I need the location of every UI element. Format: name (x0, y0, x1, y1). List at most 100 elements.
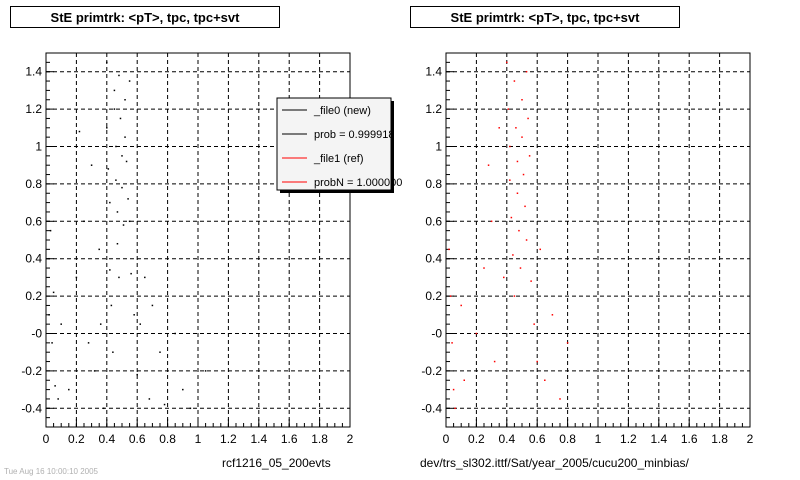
right-data-point (566, 342, 569, 344)
right-data-point (503, 276, 505, 279)
right-y-tick-label: 0.8 (425, 177, 442, 191)
left-data-point (106, 61, 108, 64)
left-x-tick-label: 0.6 (129, 432, 146, 446)
left-data-point (144, 276, 146, 279)
right-y-tick-label: 0.6 (425, 214, 442, 228)
left-data-point (75, 276, 78, 279)
left-data-point (118, 276, 120, 279)
right-plot: 0 0.2 0.4 0.6 0.8 1 1.2 1.4 1.6 1.8 2 -0.4 -0.2 -0 0.2… (421, 52, 754, 446)
right-data-point (519, 267, 522, 269)
right-data-point (518, 229, 520, 232)
right-data-point (521, 136, 523, 138)
left-data-point (57, 398, 59, 400)
left-data-point (151, 304, 154, 307)
left-x-tick-label: 0.2 (68, 432, 85, 446)
right-data-point (498, 127, 500, 129)
right-x-tick-label: 1 (595, 432, 602, 446)
left-data-point (115, 145, 117, 148)
left-data-point (60, 323, 62, 325)
legend-entry-label: _file1 (ref) (313, 153, 364, 165)
right-data-point (460, 304, 462, 307)
left-data-point (174, 332, 176, 335)
left-data-point (122, 224, 125, 226)
left-data-point (113, 108, 116, 110)
left-y-tick-label: 1.4 (25, 65, 42, 79)
left-data-point (54, 385, 56, 387)
left-plot-title: StE primtrk: <pT>, tpc, tpc+svt (10, 6, 280, 28)
left-data-point (133, 314, 135, 316)
legend-entry-label: probN = 1.000000 (314, 177, 402, 189)
right-data-point (559, 398, 561, 400)
left-y-tick-label: 0.2 (25, 289, 42, 303)
left-data-point (116, 242, 119, 245)
right-data-point (544, 379, 546, 381)
right-y-tick-label: -0.2 (421, 364, 442, 378)
right-data-point (506, 61, 508, 64)
left-x-tick-label: 1.2 (220, 432, 237, 446)
right-data-point (475, 332, 478, 335)
right-data-point (536, 360, 538, 363)
right-data-point (533, 323, 535, 325)
right-data-point (448, 248, 450, 251)
left-data-point (148, 398, 151, 400)
right-data-point (525, 70, 528, 73)
left-y-tick-label: 0.8 (25, 177, 42, 191)
right-data-point (516, 160, 519, 163)
left-data-point (125, 160, 128, 163)
right-x-tick-label: 0.4 (498, 432, 515, 446)
left-x-tick-label: 1 (195, 432, 202, 446)
timestamp-text: Tue Aug 16 10:00:10 2005 (4, 467, 99, 476)
left-data-point (130, 272, 132, 275)
right-x-tick-label: 0 (443, 432, 450, 446)
right-y-tick-label: 1 (435, 140, 442, 154)
left-data-point (52, 291, 55, 294)
left-x-tick-label: 0.4 (98, 432, 115, 446)
right-x-tick-label: 2 (747, 432, 754, 446)
left-data-point (116, 211, 119, 213)
right-data-point (509, 145, 511, 148)
right-y-tick-label: -0 (431, 327, 442, 341)
legend: _file0 (new) prob = 0.999918 _file1 (ref) p… (276, 97, 402, 193)
right-x-tick-label: 0.6 (529, 432, 546, 446)
left-data-point (103, 407, 105, 410)
right-y-tick-label: -0.4 (421, 401, 442, 415)
legend-box (276, 97, 392, 191)
right-data-point (539, 248, 541, 251)
left-data-point (115, 179, 117, 181)
right-data-point (507, 108, 510, 110)
right-data-point (513, 80, 516, 82)
left-data-point (107, 168, 110, 170)
left-data-point (78, 130, 81, 133)
left-data-point (128, 80, 131, 82)
right-plot-title: StE primtrk: <pT>, tpc, tpc+svt (410, 6, 680, 28)
right-x-tick-label: 0.8 (559, 432, 576, 446)
left-y-tick-label: -0 (31, 327, 42, 341)
left-data-point (99, 323, 102, 325)
left-data-point (49, 229, 52, 232)
left-data-point (113, 89, 116, 92)
left-data-point (98, 248, 100, 251)
left-data-point (68, 388, 70, 391)
left-data-point (51, 342, 53, 344)
right-x-tick-label: 1.6 (681, 432, 698, 446)
right-y-tick-label: 1.4 (425, 65, 442, 79)
left-data-point (118, 74, 120, 77)
right-x-tick-label: 1.2 (620, 432, 637, 446)
right-y-tick-label: 1.2 (425, 102, 442, 116)
left-data-point (139, 323, 141, 325)
left-y-tick-label: 1 (35, 140, 42, 154)
right-data-point (530, 280, 532, 282)
right-plot-footer: dev/trs_sl302.ittf/Sat/year_2005/cucu200… (420, 456, 689, 470)
right-data-point (483, 267, 485, 269)
left-data-point (124, 99, 126, 101)
left-x-tick-label: 2 (347, 432, 354, 446)
right-data-point (490, 220, 493, 223)
left-data-point (109, 201, 111, 204)
right-data-point (521, 99, 523, 101)
right-x-tick-label: 1.4 (650, 432, 667, 446)
right-data-point (487, 164, 490, 166)
right-data-point (509, 179, 511, 181)
right-data-point (551, 314, 554, 316)
right-data-point (512, 254, 514, 256)
